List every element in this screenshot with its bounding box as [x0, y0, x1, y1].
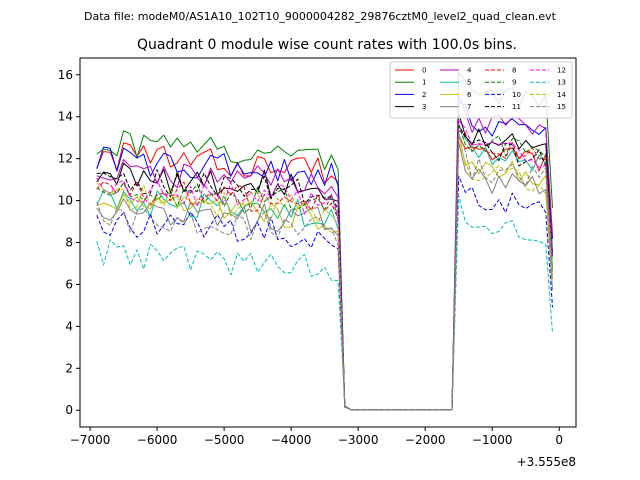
series-line-2 — [96, 100, 553, 411]
legend-label-10: 10 — [512, 91, 521, 99]
series-line-0 — [96, 135, 553, 411]
series-layer — [96, 72, 553, 411]
series-line-15 — [96, 132, 553, 411]
y-tick-label: 10 — [58, 194, 73, 208]
legend-label-2: 2 — [422, 91, 426, 99]
y-tick-label: 4 — [65, 319, 73, 333]
y-tick-label: 8 — [65, 236, 73, 250]
legend-label-5: 5 — [467, 79, 471, 87]
series-line-3 — [96, 112, 553, 411]
x-tick-label: −4000 — [271, 433, 312, 447]
x-tick-label: −6000 — [137, 433, 178, 447]
legend-label-4: 4 — [467, 67, 472, 75]
legend-label-14: 14 — [557, 91, 566, 99]
legend-label-12: 12 — [557, 67, 566, 75]
x-tick-label: 0 — [555, 433, 563, 447]
series-line-9 — [96, 123, 553, 411]
y-axis: 0 2 4 6 8 10 12 14 16 — [58, 68, 80, 417]
y-tick-label: 2 — [65, 361, 73, 375]
chart-title: Quadrant 0 module wise count rates with … — [137, 37, 517, 53]
x-tick-label: −7000 — [70, 433, 111, 447]
series-line-4 — [96, 93, 553, 411]
x-tick-label: −2000 — [405, 433, 446, 447]
series-line-11 — [96, 124, 553, 411]
legend-label-8: 8 — [512, 67, 516, 75]
legend-label-3: 3 — [422, 103, 426, 111]
legend-label-1: 1 — [422, 79, 426, 87]
x-axis: −7000 −6000 −5000 −4000 −3000 −2000 −1000 0 — [70, 427, 563, 447]
series-line-1 — [96, 72, 553, 411]
series-line-14 — [96, 139, 553, 411]
legend-label-9: 9 — [512, 79, 516, 87]
data-file-label: Data file: modeM0/AS1A10_102T10_90000042… — [84, 10, 557, 23]
x-offset-label: +3.555e8 — [517, 455, 576, 469]
legend-label-6: 6 — [467, 91, 472, 99]
series-line-5 — [96, 124, 553, 411]
y-tick-label: 0 — [65, 403, 73, 417]
legend-label-7: 7 — [467, 103, 471, 111]
y-tick-label: 14 — [58, 110, 73, 124]
legend-box — [389, 61, 573, 119]
legend-label-15: 15 — [557, 103, 566, 111]
y-tick-label: 16 — [58, 68, 73, 82]
legend-label-13: 13 — [557, 79, 566, 87]
y-tick-label: 12 — [58, 152, 73, 166]
legend-label-0: 0 — [422, 67, 426, 75]
y-tick-label: 6 — [65, 277, 73, 291]
series-line-8 — [96, 130, 553, 411]
series-line-10 — [96, 175, 553, 411]
x-tick-label: −1000 — [472, 433, 513, 447]
legend-label-11: 11 — [512, 103, 521, 111]
x-tick-label: −3000 — [338, 433, 379, 447]
series-line-13 — [96, 194, 553, 411]
x-tick-label: −5000 — [204, 433, 245, 447]
